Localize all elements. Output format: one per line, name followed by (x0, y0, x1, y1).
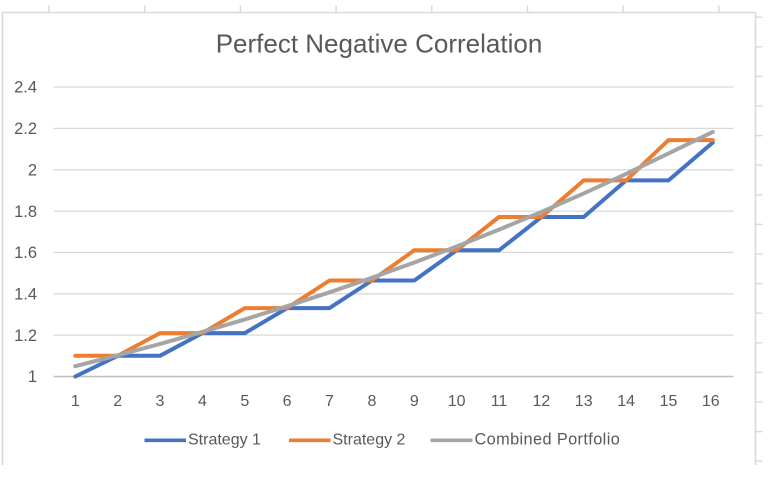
svg-text:2.4: 2.4 (14, 79, 37, 97)
svg-text:11: 11 (491, 393, 508, 410)
svg-text:Combined Portfolio: Combined Portfolio (475, 430, 621, 448)
svg-text:1.4: 1.4 (14, 286, 37, 304)
svg-text:Strategy 1: Strategy 1 (188, 431, 261, 448)
svg-text:16: 16 (702, 393, 720, 410)
svg-text:Perfect Negative Correlation: Perfect Negative Correlation (216, 28, 543, 58)
svg-text:7: 7 (325, 393, 334, 410)
svg-text:2.2: 2.2 (14, 120, 37, 138)
svg-text:1.8: 1.8 (14, 203, 37, 221)
svg-text:2: 2 (28, 162, 37, 180)
svg-text:13: 13 (575, 393, 593, 410)
svg-text:1.2: 1.2 (14, 327, 37, 345)
svg-text:12: 12 (533, 393, 551, 410)
svg-text:1: 1 (28, 368, 37, 386)
svg-text:1.6: 1.6 (14, 244, 37, 262)
svg-text:Strategy 2: Strategy 2 (333, 431, 406, 448)
svg-text:6: 6 (283, 393, 292, 410)
svg-text:8: 8 (367, 393, 376, 410)
svg-text:1: 1 (71, 393, 80, 410)
svg-text:15: 15 (660, 393, 678, 410)
svg-text:14: 14 (617, 393, 635, 410)
svg-text:10: 10 (448, 393, 466, 410)
svg-text:2: 2 (113, 393, 122, 410)
svg-text:9: 9 (410, 393, 419, 410)
svg-text:5: 5 (240, 393, 249, 410)
svg-text:3: 3 (156, 393, 165, 410)
svg-text:4: 4 (198, 393, 207, 410)
